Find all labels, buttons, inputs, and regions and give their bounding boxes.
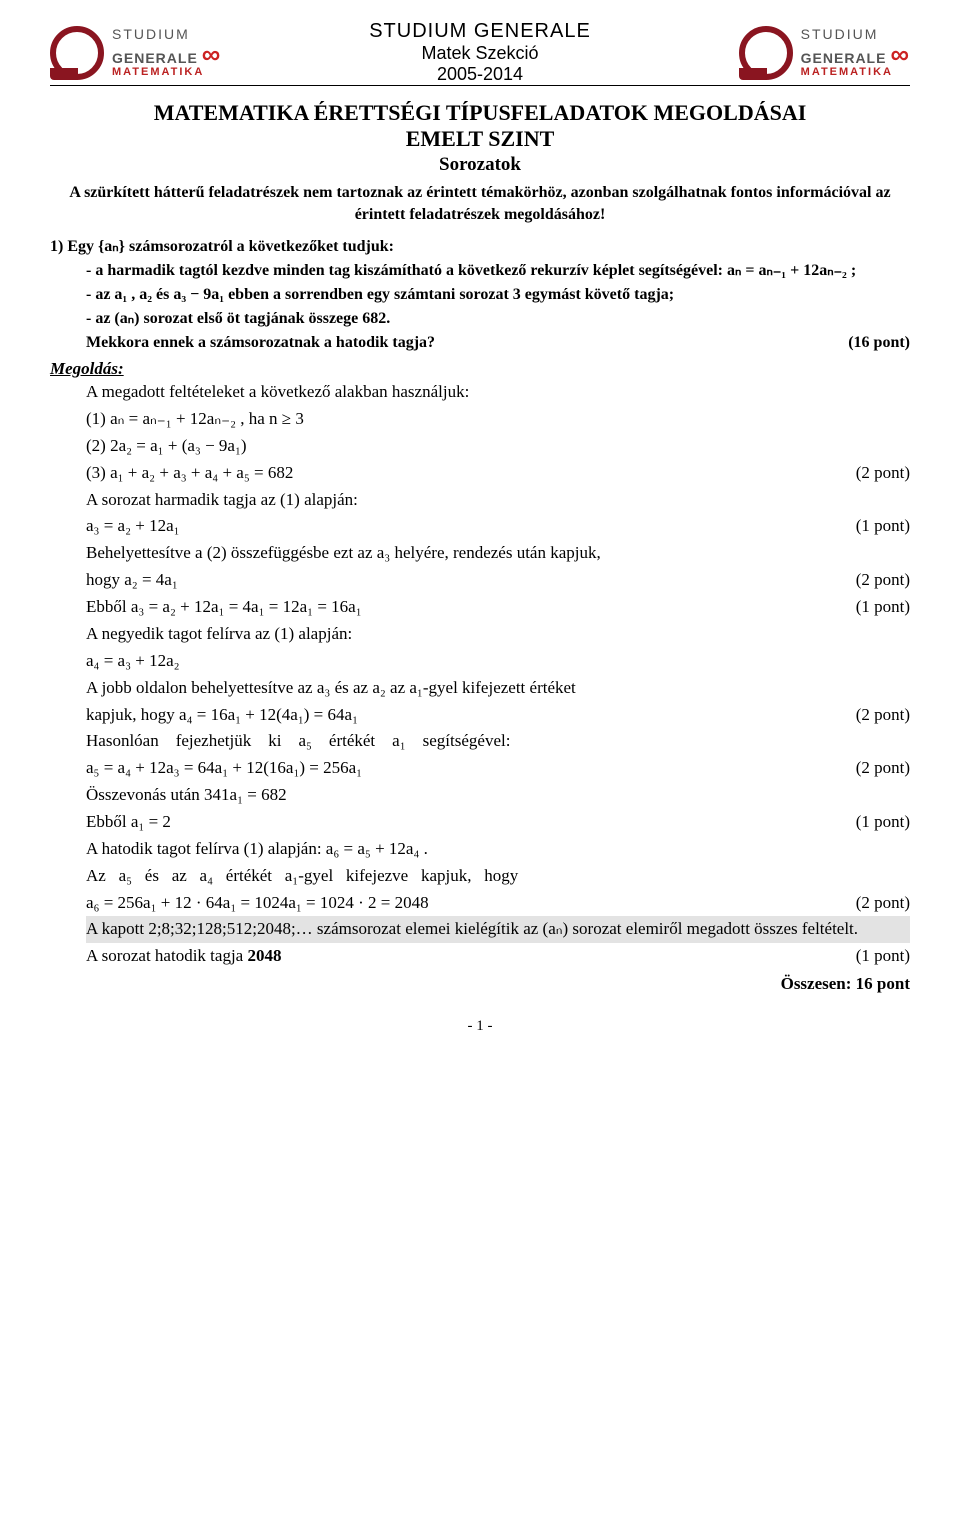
logo-mid-text: GENERALE bbox=[112, 50, 198, 66]
sol-points: (1 pont) bbox=[844, 594, 910, 621]
sol-line: Az a₅ és az a₄ értékét a₁-gyel kifejezve… bbox=[86, 863, 910, 890]
sol-points: (2 pont) bbox=[844, 890, 910, 917]
sol-line: Ebből a₁ = 2 bbox=[86, 809, 171, 836]
problem-block: 1) Egy {aₙ} számsorozatról a következőke… bbox=[50, 235, 910, 355]
problem-points: (16 pont) bbox=[848, 331, 910, 355]
sol-points: (2 pont) bbox=[844, 567, 910, 594]
sol-line-gray: A kapott 2;8;32;128;512;2048;… számsoroz… bbox=[86, 916, 910, 943]
problem-lead: 1) Egy {aₙ} számsorozatról a következőke… bbox=[50, 238, 394, 255]
problem-bullet-2: - az a₁ , a₂ és a₃ − 9a₁ ebben a sorrend… bbox=[50, 283, 910, 307]
sol-line: A jobb oldalon behelyettesítve az a₃ és … bbox=[86, 675, 910, 702]
page-number: - 1 - bbox=[50, 1018, 910, 1035]
sol-line: hogy a₂ = 4a₁ bbox=[86, 567, 178, 594]
sol-line: A negyedik tagot felírva az (1) alapján: bbox=[86, 621, 910, 648]
sol-line: a₅ = a₄ + 12a₃ = 64a₁ + 12(16a₁) = 256a₁ bbox=[86, 755, 362, 782]
sol-answer: A sorozat hatodik tagja 2048 bbox=[86, 943, 281, 970]
center-line2: Matek Szekció bbox=[369, 43, 591, 64]
sol-points: (2 pont) bbox=[844, 755, 910, 782]
solution-body: A megadott feltételeket a következő alak… bbox=[86, 379, 910, 970]
sol-line: (3) a₁ + a₂ + a₃ + a₄ + a₅ = 682 bbox=[86, 460, 293, 487]
logo-left: STUDIUM GENERALE∞ MATEMATIKA bbox=[50, 26, 221, 80]
logo-mid-text-r: GENERALE bbox=[801, 50, 887, 66]
sol-line: a₃ = a₂ + 12a₁ bbox=[86, 513, 180, 540]
logo-ring-icon bbox=[739, 26, 793, 80]
infinity-icon: ∞ bbox=[202, 39, 222, 69]
page-header: STUDIUM GENERALE∞ MATEMATIKA STUDIUM GEN… bbox=[50, 20, 910, 86]
sol-line: Ebből a₃ = a₂ + 12a₁ = 4a₁ = 12a₁ = 16a₁ bbox=[86, 594, 362, 621]
center-line3: 2005-2014 bbox=[369, 64, 591, 85]
problem-question: Mekkora ennek a számsorozatnak a hatodik… bbox=[86, 334, 435, 351]
subtitle: Sorozatok bbox=[50, 154, 910, 176]
sol-line: A sorozat harmadik tagja az (1) alapján: bbox=[86, 487, 910, 514]
infinity-icon: ∞ bbox=[890, 39, 910, 69]
sol-line: a₆ = 256a₁ + 12 · 64a₁ = 1024a₁ = 1024 ·… bbox=[86, 890, 429, 917]
sol-line: Behelyettesítve a (2) összefüggésbe ezt … bbox=[86, 540, 910, 567]
sol-line: A hatodik tagot felírva (1) alapján: a₆ … bbox=[86, 836, 910, 863]
sol-line: A megadott feltételeket a következő alak… bbox=[86, 379, 910, 406]
center-heading: STUDIUM GENERALE Matek Szekció 2005-2014 bbox=[369, 20, 591, 85]
sol-points: (2 pont) bbox=[844, 702, 910, 729]
total-points: Összesen: 16 pont bbox=[50, 974, 910, 994]
center-line1: STUDIUM GENERALE bbox=[369, 20, 591, 43]
sol-line: a₄ = a₃ + 12a₂ bbox=[86, 648, 910, 675]
note-text: A szürkített hátterű feladatrészek nem t… bbox=[50, 182, 910, 225]
sol-line: (1) aₙ = aₙ₋₁ + 12aₙ₋₂ , ha n ≥ 3 bbox=[86, 406, 910, 433]
problem-bullet-3: - az (aₙ) sorozat első öt tagjának össze… bbox=[50, 307, 910, 331]
sol-line: Hasonlóan fejezhetjük ki a₅ értékét a₁ s… bbox=[86, 728, 510, 755]
sol-points: (1 pont) bbox=[844, 943, 910, 970]
sol-points: (1 pont) bbox=[844, 809, 910, 836]
sol-line: (2) 2a₂ = a₁ + (a₃ − 9a₁) bbox=[86, 433, 910, 460]
main-title: MATEMATIKA ÉRETTSÉGI TÍPUSFELADATOK MEGO… bbox=[50, 100, 910, 152]
sol-points: (2 pont) bbox=[844, 460, 910, 487]
logo-right: STUDIUM GENERALE∞ MATEMATIKA bbox=[739, 26, 910, 80]
sol-line: Összevonás után 341a₁ = 682 bbox=[86, 782, 910, 809]
sol-points: (1 pont) bbox=[844, 513, 910, 540]
sol-line: kapjuk, hogy a₄ = 16a₁ + 12(4a₁) = 64a₁ bbox=[86, 702, 358, 729]
logo-ring-icon bbox=[50, 26, 104, 80]
problem-bullet-1: - a harmadik tagtól kezdve minden tag ki… bbox=[50, 259, 910, 283]
solution-label: Megoldás: bbox=[50, 359, 910, 379]
